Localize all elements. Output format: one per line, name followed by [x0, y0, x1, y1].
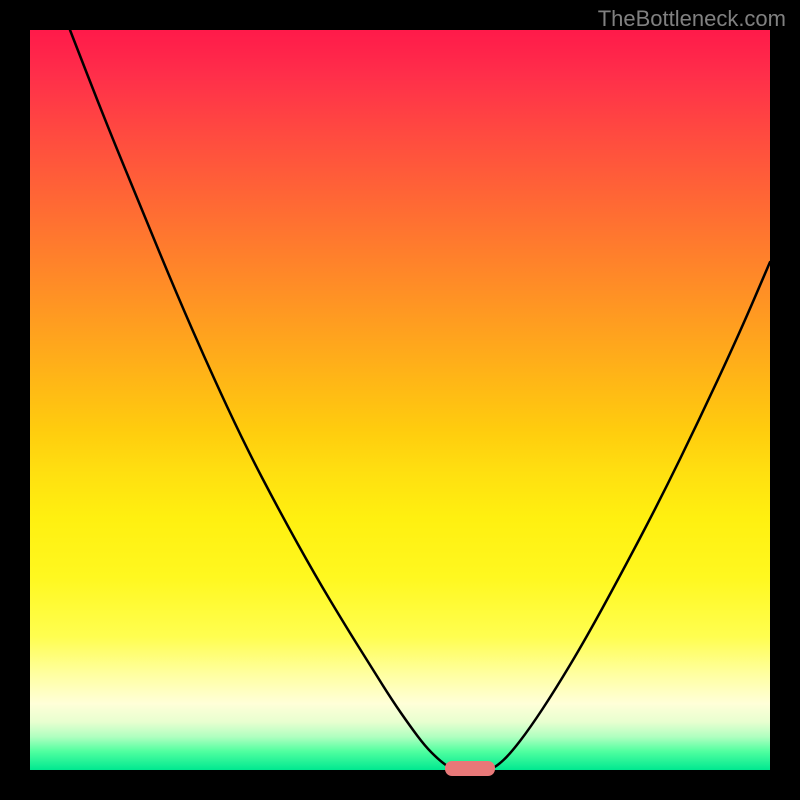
- optimal-marker: [445, 761, 495, 776]
- bottleneck-chart: [0, 0, 800, 800]
- chart-container: TheBottleneck.com: [0, 0, 800, 800]
- watermark-text: TheBottleneck.com: [598, 6, 786, 32]
- plot-background: [30, 30, 770, 770]
